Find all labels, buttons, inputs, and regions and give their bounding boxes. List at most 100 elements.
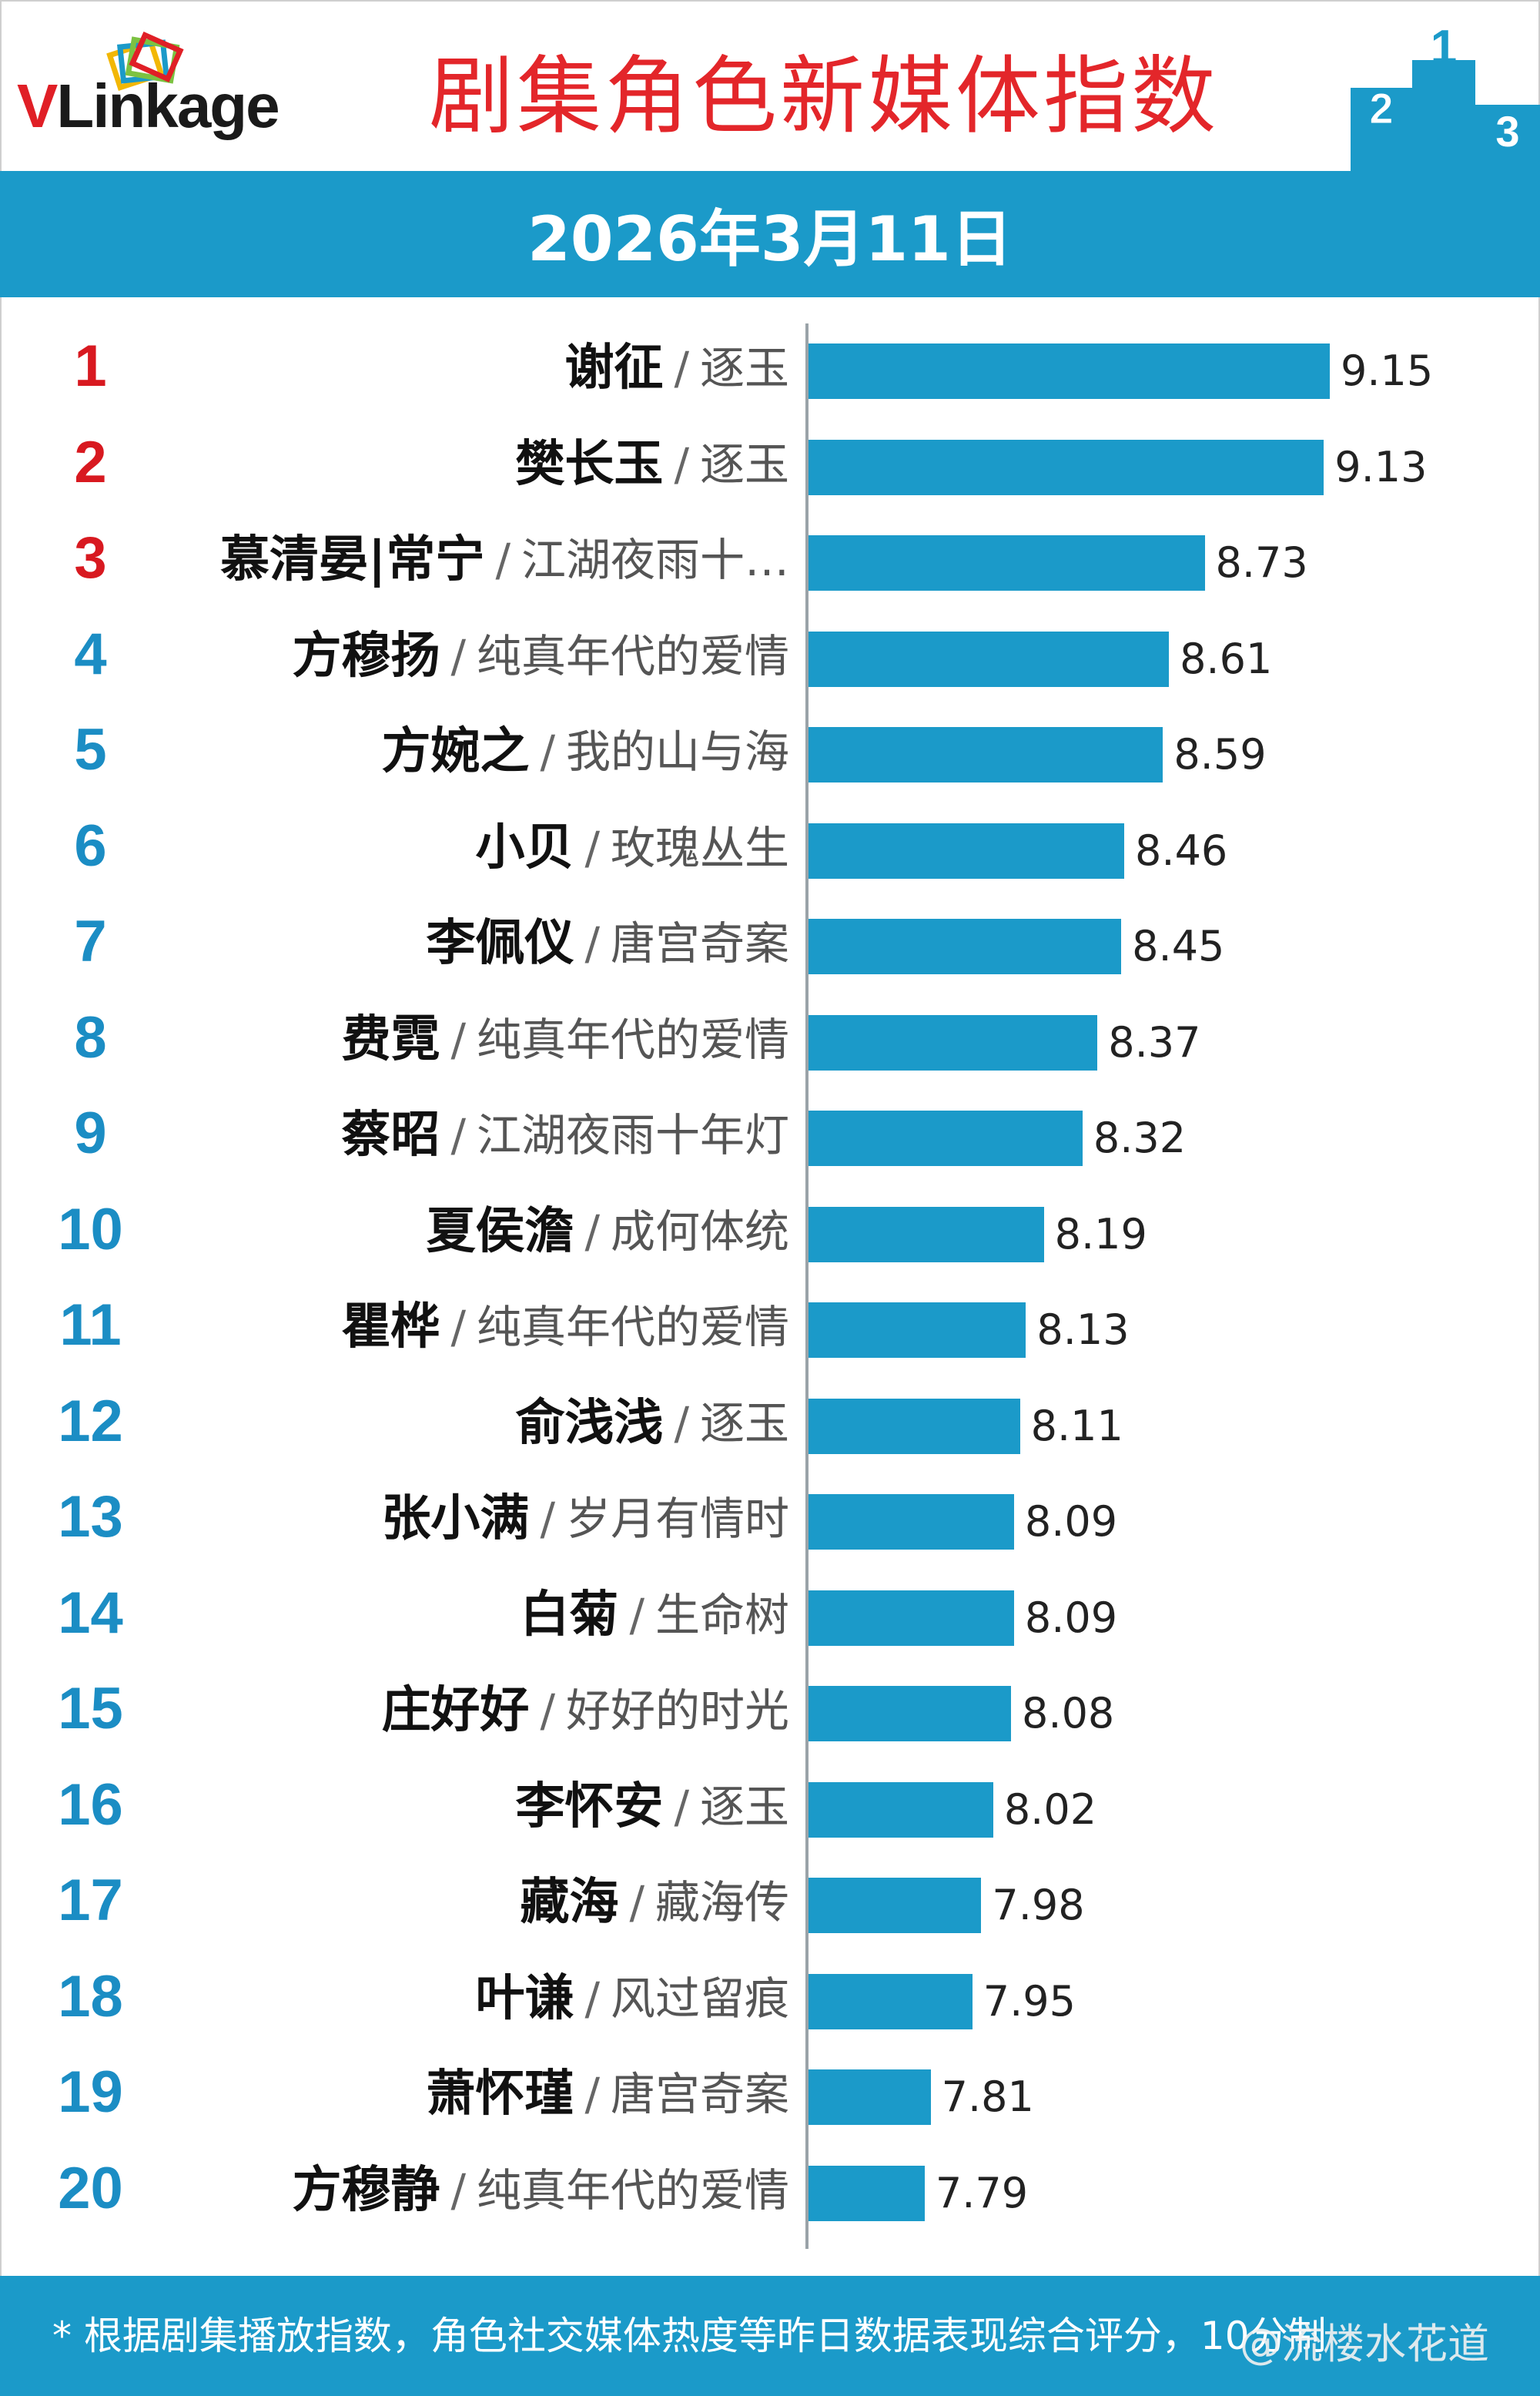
- row-label: 叶谦 / 风过留痕: [475, 1971, 789, 2026]
- row-label: 小贝 / 玫瑰丛生: [475, 820, 789, 876]
- chart-row: 8 费霓 / 纯真年代的爱情 8.37: [0, 995, 1540, 1091]
- index-bar: [808, 823, 1125, 879]
- chart-row: 7 李佩仪 / 唐宫奇案 8.45: [0, 899, 1540, 994]
- index-value-label: 8.13: [1036, 1305, 1130, 1354]
- character-name: 俞浅浅: [515, 1394, 664, 1452]
- label-separator: /: [584, 1205, 600, 1258]
- label-separator: /: [450, 1301, 466, 1353]
- drama-title: 纯真年代的爱情: [476, 2163, 789, 2217]
- drama-title: 逐玉: [699, 1396, 789, 1449]
- rank-number: 5: [74, 717, 107, 782]
- drama-title: 逐玉: [699, 1780, 789, 1833]
- label-separator: /: [674, 342, 689, 394]
- rank-number: 10: [58, 1196, 123, 1262]
- podium-icon: 2 1 3: [1351, 23, 1540, 171]
- chart-row: 6 小贝 / 玫瑰丛生 8.46: [0, 803, 1540, 899]
- index-value-label: 7.79: [935, 2168, 1029, 2217]
- index-value-label: 8.09: [1024, 1497, 1118, 1546]
- character-name: 张小满: [381, 1490, 530, 1547]
- drama-title: 唐宫奇案: [610, 2068, 789, 2120]
- index-value-label: 8.02: [1003, 1784, 1097, 1834]
- label-separator: /: [674, 437, 689, 491]
- chart-row: 13 张小满 / 岁月有情时 8.09: [0, 1474, 1540, 1570]
- index-value-label: 8.37: [1108, 1017, 1201, 1067]
- drama-title: 玫瑰丛生: [610, 821, 789, 874]
- index-bar: [808, 343, 1330, 399]
- character-name: 夏侯澹: [426, 1202, 574, 1260]
- chart-row: 12 俞浅浅 / 逐玉 8.11: [0, 1379, 1540, 1474]
- rank-number: 12: [58, 1388, 123, 1454]
- character-name: 谢征: [564, 340, 664, 397]
- rank-number: 11: [59, 1292, 122, 1358]
- label-separator: /: [450, 1109, 466, 1161]
- rank-number: 14: [58, 1580, 123, 1646]
- character-name: 方婉之: [381, 723, 530, 780]
- rank-number: 16: [58, 1771, 123, 1838]
- index-bar: [808, 2165, 925, 2221]
- label-separator: /: [540, 1493, 555, 1545]
- character-name: 方穆扬: [292, 627, 440, 685]
- character-name: 萧怀瑾: [426, 2066, 574, 2123]
- drama-title: 唐宫奇案: [610, 917, 789, 970]
- label-separator: /: [540, 726, 555, 778]
- character-name: 慕清晏|常宁: [220, 531, 485, 588]
- index-value-label: 8.46: [1135, 826, 1228, 875]
- drama-title: 纯真年代的爱情: [476, 629, 789, 682]
- label-separator: /: [540, 1684, 555, 1737]
- character-name: 李怀安: [515, 1778, 664, 1835]
- character-name: 白菊: [520, 1586, 619, 1644]
- label-separator: /: [450, 1013, 466, 1066]
- drama-title: 逐玉: [699, 437, 789, 491]
- index-bar: [808, 727, 1163, 782]
- label-separator: /: [674, 1396, 689, 1449]
- vlinkage-logo: VLinkage: [17, 31, 340, 154]
- label-separator: /: [629, 1588, 644, 1641]
- chart-row: 11 瞿桦 / 纯真年代的爱情 8.13: [0, 1282, 1540, 1378]
- rank-number: 4: [74, 621, 107, 687]
- character-name: 方穆静: [292, 2161, 440, 2219]
- row-label: 慕清晏|常宁 / 江湖夜雨十…: [220, 532, 789, 588]
- index-value-label: 8.09: [1024, 1593, 1118, 1642]
- character-name: 叶谦: [475, 1969, 574, 2027]
- index-bar: [808, 1206, 1044, 1262]
- podium-number-2: 2: [1369, 84, 1393, 132]
- row-label: 俞浅浅 / 逐玉: [515, 1396, 789, 1451]
- label-separator: /: [674, 1780, 689, 1833]
- row-label: 瞿桦 / 纯真年代的爱情: [341, 1299, 789, 1355]
- footer-banner: * 根据剧集播放指数，角色社交媒体热度等昨日数据表现综合评分，10分制 @流楼水…: [0, 2276, 1540, 2396]
- rank-number: 18: [58, 1963, 123, 2029]
- ranking-bar-chart: 1 谢征 / 逐玉 9.15 2 樊长玉 / 逐玉 9.13 3 慕清晏|常宁 / 江湖夜雨十… 8.73 4…: [0, 323, 1540, 2264]
- index-bar: [808, 535, 1205, 591]
- character-name: 藏海: [520, 1874, 619, 1931]
- character-name: 樊长玉: [515, 435, 664, 493]
- label-separator: /: [584, 1972, 600, 2025]
- drama-title: 我的山与海: [565, 726, 789, 778]
- character-name: 小贝: [475, 819, 574, 876]
- chart-row: 20 方穆静 / 纯真年代的爱情 7.79: [0, 2146, 1540, 2241]
- character-name: 蔡昭: [341, 1107, 440, 1164]
- index-bar: [808, 1781, 993, 1838]
- index-bar: [808, 1014, 1098, 1071]
- index-bar: [808, 2069, 931, 2125]
- index-value-label: 7.81: [941, 2073, 1034, 2121]
- index-bar: [808, 1590, 1014, 1646]
- rank-number: 13: [58, 1484, 123, 1550]
- podium-number-3: 3: [1495, 107, 1519, 156]
- logo-wordmark: VLinkage: [17, 72, 280, 140]
- index-value-label: 8.61: [1180, 634, 1273, 683]
- label-separator: /: [629, 1876, 644, 1929]
- drama-title: 好好的时光: [565, 1684, 789, 1737]
- label-separator: /: [450, 2163, 466, 2217]
- label-separator: /: [450, 629, 466, 682]
- character-name: 李佩仪: [426, 915, 574, 972]
- watermark: @流楼水花道: [1240, 2320, 1489, 2368]
- index-value-label: 9.13: [1334, 442, 1428, 491]
- chart-row: 15 庄好好 / 好好的时光 8.08: [0, 1666, 1540, 1761]
- rank-number: 19: [58, 2059, 123, 2125]
- row-label: 方穆扬 / 纯真年代的爱情: [292, 628, 789, 684]
- drama-title: 江湖夜雨十年灯: [476, 1109, 789, 1161]
- row-label: 庄好好 / 好好的时光: [381, 1683, 789, 1738]
- index-bar: [808, 439, 1324, 495]
- chart-row: 14 白菊 / 生命树 8.09: [0, 1570, 1540, 1666]
- index-bar: [808, 1686, 1012, 1741]
